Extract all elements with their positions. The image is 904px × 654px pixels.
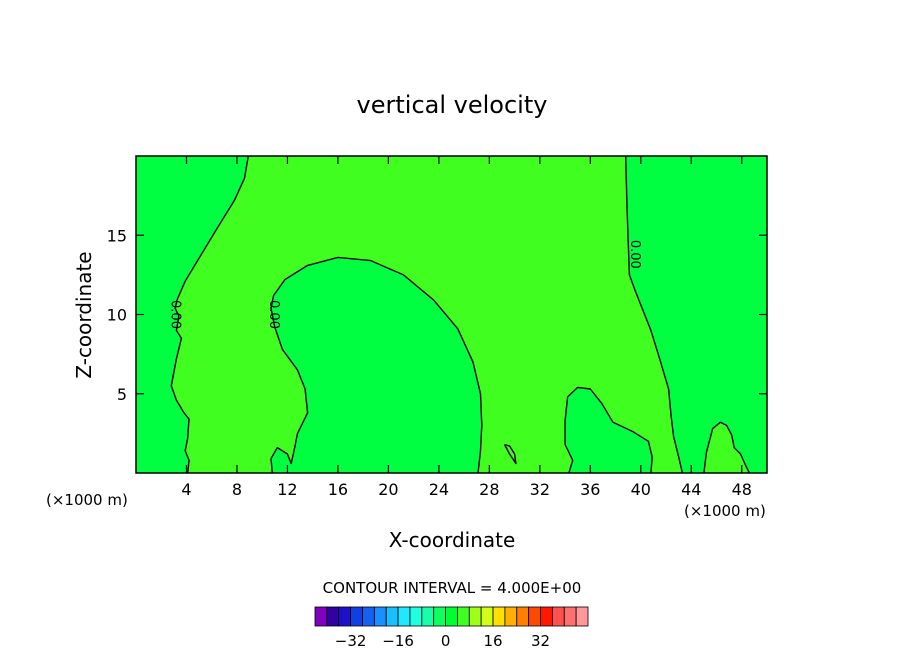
colorbar-swatch (350, 606, 363, 627)
x-tick-label: 36 (580, 480, 600, 499)
x-tick-label: 40 (631, 480, 651, 499)
x-tick-label: 8 (232, 480, 242, 499)
colorbar-tick-labels: −32 −16 0 16 32 (335, 632, 550, 650)
x-tick-label: 44 (681, 480, 701, 499)
x-tick-label: 12 (277, 480, 297, 499)
colorbar-swatch (373, 606, 387, 627)
x-tick-label: 4 (181, 480, 191, 499)
contour-left-branch (170, 155, 249, 474)
colorbar-swatch (540, 606, 553, 627)
x-axis-label: X-coordinate (389, 528, 516, 552)
colorbar-tick-label: −16 (382, 632, 414, 650)
colorbar-swatch (445, 606, 458, 627)
colorbar-swatch (528, 606, 541, 627)
y-tick-label: 10 (107, 306, 127, 325)
colorbar-swatch (575, 606, 589, 627)
contour-labels: 0.00 0.00 0.00 (168, 240, 642, 329)
colorbar-swatch (563, 606, 577, 627)
colorbar-swatch (314, 606, 328, 627)
x-tick-label: 16 (328, 480, 348, 499)
colorbar-swatch (385, 606, 399, 627)
colorbar (314, 606, 589, 627)
colorbar-swatch (516, 606, 530, 627)
colorbar-swatch (421, 606, 435, 627)
colorbar-swatch (480, 606, 494, 627)
x-tick-label: 20 (378, 480, 398, 499)
chart-title: vertical velocity (357, 91, 548, 119)
y-axis-ticks: 5 10 15 (107, 226, 767, 404)
colorbar-swatch (504, 606, 518, 627)
colorbar-tick-label: 32 (531, 632, 550, 650)
colorbar-swatch (457, 606, 470, 627)
colorbar-tick-label: 16 (483, 632, 502, 650)
fill-central-dome (271, 257, 482, 473)
colorbar-swatch (468, 606, 482, 627)
contour-interval-text: CONTOUR INTERVAL = 4.000E+00 (323, 579, 582, 597)
x-axis-ticks: 4 8 12 16 20 24 28 32 36 40 44 48 (181, 156, 752, 499)
contour-central-dome (270, 256, 483, 474)
contour-label-2: 0.00 (266, 300, 281, 329)
colorbar-tick-label: −32 (335, 632, 367, 650)
y-axis-label: Z-coordinate (72, 251, 96, 378)
colorbar-swatch (338, 606, 352, 627)
contour-label-3: 0.00 (627, 240, 642, 269)
x-tick-label: 32 (530, 480, 550, 499)
colorbar-swatch (551, 606, 565, 627)
x-unit-left: (×1000 m) (46, 491, 128, 509)
x-tick-label: 48 (732, 480, 752, 499)
contour-right-bump (564, 386, 653, 474)
colorbar-swatch (362, 606, 375, 627)
plot-area: 0.00 0.00 0.00 (135, 155, 768, 474)
fill-far-right-bump (703, 422, 750, 473)
colorbar-swatch (397, 606, 411, 627)
fill-right-bump (565, 387, 653, 473)
contour-label-1: 0.00 (168, 300, 183, 329)
colorbar-swatch (409, 606, 423, 627)
x-unit-right: (×1000 m) (684, 502, 766, 520)
x-tick-label: 28 (479, 480, 499, 499)
x-tick-label: 24 (429, 480, 449, 499)
contour-right-branch (625, 155, 684, 474)
contour-far-right-bump (703, 421, 750, 474)
colorbar-swatch (433, 606, 446, 627)
contour-lines (170, 155, 750, 474)
colorbar-swatch (492, 606, 506, 627)
colorbar-swatch (326, 606, 340, 627)
colorbar-tick-label: 0 (441, 632, 451, 650)
y-tick-label: 5 (117, 385, 127, 404)
contour-small-loop-29 (503, 443, 517, 465)
y-tick-label: 15 (107, 226, 127, 245)
